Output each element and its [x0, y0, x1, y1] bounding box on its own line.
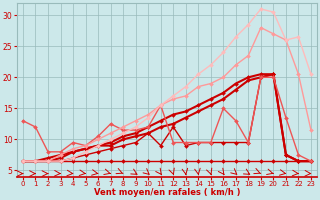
X-axis label: Vent moyen/en rafales ( km/h ): Vent moyen/en rafales ( km/h ) [94, 188, 240, 197]
